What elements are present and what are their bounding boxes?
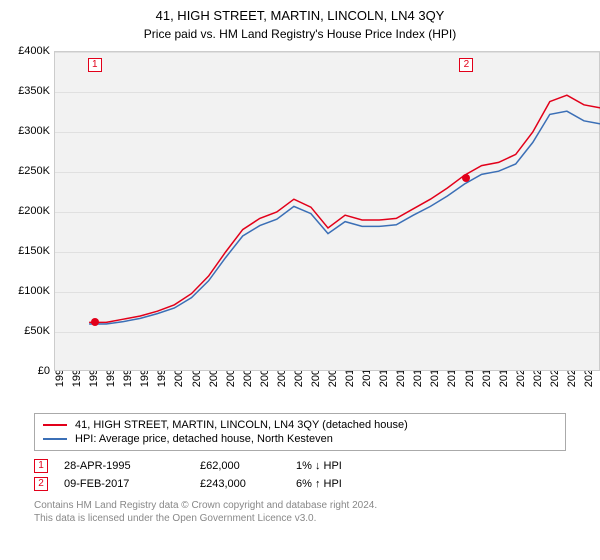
datapoint-delta: 6% ↑ HPI bbox=[296, 478, 396, 490]
y-axis-label: £100K bbox=[18, 285, 50, 297]
legend-row: 41, HIGH STREET, MARTIN, LINCOLN, LN4 3Q… bbox=[43, 418, 557, 432]
marker-dot bbox=[462, 174, 470, 182]
marker-label: 2 bbox=[459, 58, 473, 72]
chart-container: 41, HIGH STREET, MARTIN, LINCOLN, LN4 3Q… bbox=[0, 0, 600, 560]
legend-row: HPI: Average price, detached house, Nort… bbox=[43, 432, 557, 446]
footer: Contains HM Land Registry data © Crown c… bbox=[34, 499, 566, 525]
marker-label: 1 bbox=[88, 58, 102, 72]
y-axis-label: £250K bbox=[18, 165, 50, 177]
chart-subtitle: Price paid vs. HM Land Registry's House … bbox=[0, 27, 600, 41]
chart-area: £0£50K£100K£150K£200K£250K£300K£350K£400… bbox=[40, 51, 600, 411]
series-property bbox=[89, 95, 600, 322]
datapoint-row: 2 09-FEB-2017 £243,000 6% ↑ HPI bbox=[34, 475, 566, 493]
datapoint-table: 1 28-APR-1995 £62,000 1% ↓ HPI 2 09-FEB-2017 £… bbox=[34, 457, 566, 493]
line-series bbox=[55, 52, 599, 370]
legend-label: 41, HIGH STREET, MARTIN, LINCOLN, LN4 3Q… bbox=[75, 419, 408, 431]
y-axis-label: £150K bbox=[18, 245, 50, 257]
legend-swatch bbox=[43, 424, 67, 426]
datapoint-row: 1 28-APR-1995 £62,000 1% ↓ HPI bbox=[34, 457, 566, 475]
y-axis-label: £300K bbox=[18, 125, 50, 137]
datapoint-date: 28-APR-1995 bbox=[64, 460, 184, 472]
datapoint-id-box: 2 bbox=[34, 477, 48, 491]
y-axis-label: £350K bbox=[18, 85, 50, 97]
plot-area: 12 bbox=[54, 51, 600, 371]
y-axis-label: £0 bbox=[38, 365, 50, 377]
series-hpi bbox=[89, 111, 600, 324]
footer-line-1: Contains HM Land Registry data © Crown c… bbox=[34, 499, 566, 512]
footer-line-2: This data is licensed under the Open Gov… bbox=[34, 512, 566, 525]
y-axis-label: £400K bbox=[18, 45, 50, 57]
y-axis-label: £200K bbox=[18, 205, 50, 217]
legend-swatch bbox=[43, 438, 67, 440]
datapoint-date: 09-FEB-2017 bbox=[64, 478, 184, 490]
title-area: 41, HIGH STREET, MARTIN, LINCOLN, LN4 3Q… bbox=[0, 0, 600, 51]
marker-dot bbox=[91, 318, 99, 326]
datapoint-id-box: 1 bbox=[34, 459, 48, 473]
datapoint-price: £62,000 bbox=[200, 460, 280, 472]
y-axis-label: £50K bbox=[24, 325, 50, 337]
datapoint-delta: 1% ↓ HPI bbox=[296, 460, 396, 472]
legend: 41, HIGH STREET, MARTIN, LINCOLN, LN4 3Q… bbox=[34, 413, 566, 451]
chart-title: 41, HIGH STREET, MARTIN, LINCOLN, LN4 3Q… bbox=[0, 8, 600, 23]
datapoint-price: £243,000 bbox=[200, 478, 280, 490]
legend-label: HPI: Average price, detached house, Nort… bbox=[75, 433, 333, 445]
